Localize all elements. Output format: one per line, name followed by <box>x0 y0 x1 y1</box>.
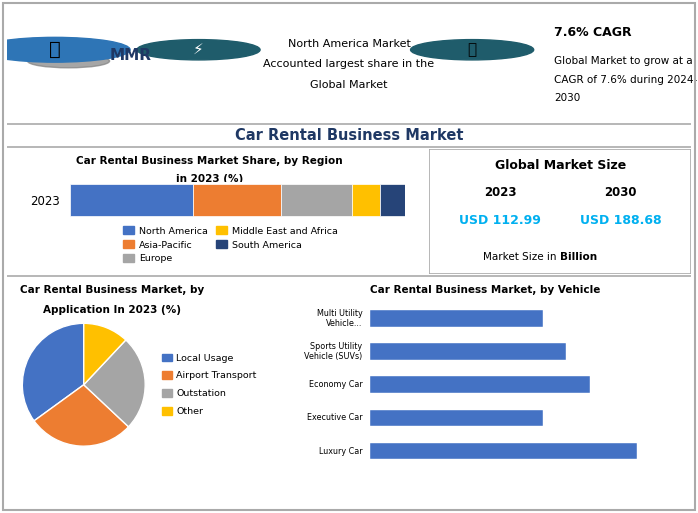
Wedge shape <box>34 385 128 446</box>
Bar <box>370 343 566 360</box>
Bar <box>370 310 543 327</box>
Wedge shape <box>22 323 84 421</box>
Text: Accounted largest share in the: Accounted largest share in the <box>263 60 435 69</box>
Text: Application In 2023 (%): Application In 2023 (%) <box>43 305 181 314</box>
Text: 7.6% CAGR: 7.6% CAGR <box>554 26 632 40</box>
Text: Car Rental Business Market, by: Car Rental Business Market, by <box>20 286 204 295</box>
Text: 🌐: 🌐 <box>49 40 61 60</box>
Text: Market Size in: Market Size in <box>484 252 560 262</box>
Circle shape <box>137 40 260 60</box>
Text: Global Market: Global Market <box>310 80 388 90</box>
Text: Global Market to grow at a: Global Market to grow at a <box>554 56 693 66</box>
Bar <box>370 377 590 393</box>
Text: Car Rental Business Market, by Vehicle: Car Rental Business Market, by Vehicle <box>370 286 600 295</box>
Bar <box>370 409 543 426</box>
Text: in 2023 (%): in 2023 (%) <box>176 174 243 184</box>
Text: USD 112.99: USD 112.99 <box>459 214 541 227</box>
Text: North America Market: North America Market <box>288 39 410 49</box>
Text: Car Rental Business Market: Car Rental Business Market <box>235 128 463 144</box>
Text: Billion: Billion <box>560 252 597 262</box>
Text: Car Rental Business Market Share, by Region: Car Rental Business Market Share, by Reg… <box>76 156 343 166</box>
Text: USD 188.68: USD 188.68 <box>579 214 661 227</box>
Text: 🔥: 🔥 <box>468 42 477 57</box>
Text: 2030: 2030 <box>554 93 581 103</box>
Circle shape <box>27 54 110 68</box>
Circle shape <box>410 40 534 60</box>
Bar <box>352 184 380 216</box>
Legend: Local Usage, Airport Transport, Outstation, Other: Local Usage, Airport Transport, Outstati… <box>158 350 260 420</box>
Bar <box>193 184 281 216</box>
Legend: North America, Asia-Pacific, Europe, Middle East and Africa, South America: North America, Asia-Pacific, Europe, Mid… <box>119 223 341 267</box>
Text: Global Market Size: Global Market Size <box>494 159 626 172</box>
Wedge shape <box>84 323 126 385</box>
Circle shape <box>0 37 130 62</box>
Text: CAGR of 7.6% during 2024-: CAGR of 7.6% during 2024- <box>554 75 697 85</box>
Bar <box>370 443 637 459</box>
Bar <box>380 184 405 216</box>
Bar <box>70 184 193 216</box>
Text: ⚡: ⚡ <box>193 42 204 57</box>
Bar <box>281 184 352 216</box>
Text: 2023: 2023 <box>484 187 517 200</box>
Text: 2030: 2030 <box>604 187 637 200</box>
Wedge shape <box>84 340 145 427</box>
Text: Type in 2023 (Bn): Type in 2023 (Bn) <box>433 305 537 314</box>
Text: MMR: MMR <box>110 48 151 63</box>
